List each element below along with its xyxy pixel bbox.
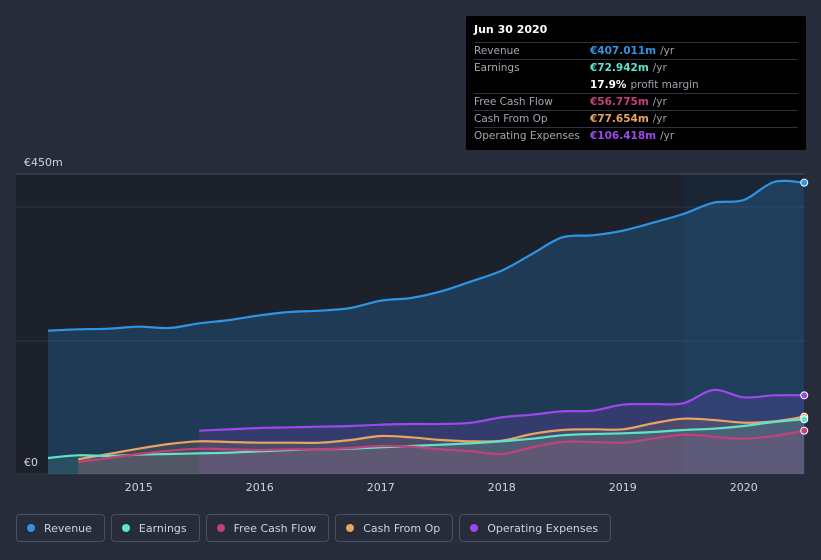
legend-item-free-cash-flow[interactable]: Free Cash Flow	[205, 514, 330, 542]
legend-dot-icon	[470, 524, 479, 532]
legend-item-revenue[interactable]: Revenue	[16, 514, 105, 542]
tooltip-row-unit: profit margin	[630, 78, 699, 91]
y-tick-label-zero: €0	[24, 456, 38, 469]
legend-dot-icon	[27, 524, 35, 532]
tooltip-row-label: Free Cash Flow	[474, 96, 553, 108]
area-revenue	[48, 180, 805, 474]
tooltip-rows: Revenue €407.011m/yr Earnings €72.942m/yr 17…	[474, 42, 798, 144]
legend-dot-icon	[216, 524, 225, 532]
tooltip-row-unit: /yr	[652, 113, 667, 125]
line-earnings	[47, 418, 805, 460]
tooltip-date: Jun 30 2020	[474, 23, 548, 36]
tooltip-row-value: €56.775m	[590, 96, 649, 108]
x-tick-label: 2019	[609, 481, 637, 494]
tooltip-row-unit: /yr	[660, 130, 675, 142]
tooltip-row-label: Revenue	[474, 45, 520, 57]
legend-item-operating-expenses[interactable]: Operating Expenses	[459, 514, 612, 542]
chart-legend: Revenue Earnings Free Cash Flow Cash From O…	[16, 514, 612, 542]
legend-item-earnings[interactable]: Earnings	[110, 514, 200, 542]
legend-label: Revenue	[44, 521, 92, 535]
line-revenue	[47, 179, 805, 332]
area-free-cash-flow	[78, 430, 805, 474]
tooltip-row-value: €407.011m	[590, 45, 657, 57]
legend-label: Earnings	[138, 521, 187, 535]
endpoint-free-cash-flow	[800, 426, 809, 435]
chart-tooltip: Jun 30 2020 Revenue €407.011m/yr Earnings €…	[466, 16, 806, 150]
line-free-cash-flow	[78, 429, 805, 464]
tooltip-row-value: 17.9%	[590, 78, 627, 91]
tooltip-row-label: Cash From Op	[474, 113, 548, 125]
highlight-region	[683, 174, 805, 474]
tooltip-row: Revenue €407.011m/yr	[474, 42, 798, 59]
endpoint-revenue	[800, 178, 809, 187]
tooltip-row: 17.9% profit margin	[474, 76, 798, 93]
legend-dot-icon	[346, 524, 355, 532]
x-tick-label: 2018	[488, 481, 516, 494]
tooltip-row: Free Cash Flow €56.775m/yr	[474, 93, 798, 110]
tooltip-row-value: €72.942m	[590, 62, 649, 74]
tooltip-row: Cash From Op €77.654m/yr	[474, 110, 798, 127]
tooltip-row-label: Earnings	[474, 62, 520, 74]
area-earnings	[48, 419, 805, 474]
x-tick-label: 2017	[367, 481, 395, 494]
tooltip-row: Operating Expenses €106.418m/yr	[474, 127, 798, 144]
endpoint-earnings	[800, 415, 809, 424]
tooltip-row-unit: /yr	[660, 45, 675, 57]
tooltip-row-value: €106.418m	[590, 130, 657, 142]
legend-label: Operating Expenses	[487, 521, 599, 535]
x-tick-label: 2016	[246, 481, 274, 494]
tooltip-row: Earnings €72.942m/yr	[474, 59, 798, 76]
legend-item-cash-from-op[interactable]: Cash From Op	[335, 514, 454, 542]
x-tick-label: 2020	[730, 481, 758, 494]
area-operating-expenses	[199, 389, 805, 474]
tooltip-row-value: €77.654m	[590, 113, 649, 125]
tooltip-row-label: Operating Expenses	[474, 130, 580, 142]
legend-dot-icon	[121, 524, 130, 532]
line-cash-from-op	[78, 415, 805, 461]
tooltip-row-unit: /yr	[652, 96, 667, 108]
line-operating-expenses	[199, 388, 805, 432]
x-tick-label: 2015	[125, 481, 153, 494]
tooltip-row-unit: /yr	[652, 62, 667, 74]
legend-label: Cash From Op	[363, 521, 441, 535]
legend-label: Free Cash Flow	[233, 521, 317, 535]
y-tick-label-top: €450m	[24, 156, 63, 169]
endpoint-operating-expenses	[800, 391, 809, 400]
